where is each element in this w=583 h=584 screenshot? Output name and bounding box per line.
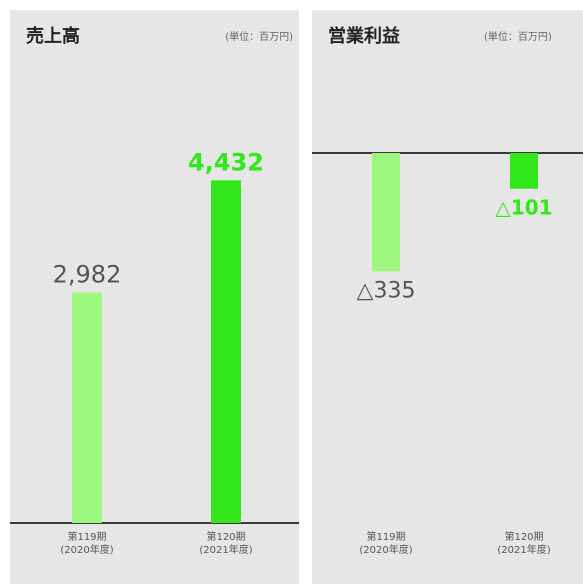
sales-value-label-0: 2,982 (53, 260, 122, 288)
sales-x-label-fy120: 第120期 (2021年度) (199, 532, 253, 556)
sales-chart-title: 売上高 (26, 26, 80, 47)
sales-chart-panel: 売上高 (単位：百万円) 2,982 4,432 第119期 (2020年度) 第… (10, 10, 299, 584)
operating-profit-chart-panel: 営業利益 (単位：百万円) △335 △101 第119期 (2020年度) 第1… (312, 10, 583, 584)
operating-profit-chart-title: 営業利益 (328, 26, 400, 47)
sales-bar-0 (72, 292, 102, 523)
op-x-label-fy119: 第119期 (2020年度) (359, 532, 413, 556)
op-value-label-1: △101 (495, 196, 552, 220)
op-value-label-0: △335 (357, 278, 416, 303)
sales-chart-plot: 2,982 4,432 (10, 148, 299, 524)
sales-x-label-fy119: 第119期 (2020年度) (60, 532, 114, 556)
sales-bar-1 (211, 180, 241, 523)
sales-unit-label: (単位：百万円) (225, 32, 293, 43)
op-bar-1 (510, 153, 538, 189)
op-x-label-fy120: 第120期 (2021年度) (497, 532, 551, 556)
operating-profit-unit-label: (単位：百万円) (484, 32, 552, 43)
operating-profit-chart-plot: △335 △101 (312, 152, 583, 303)
sales-value-label-1: 4,432 (188, 148, 264, 176)
op-bar-0 (372, 153, 400, 272)
